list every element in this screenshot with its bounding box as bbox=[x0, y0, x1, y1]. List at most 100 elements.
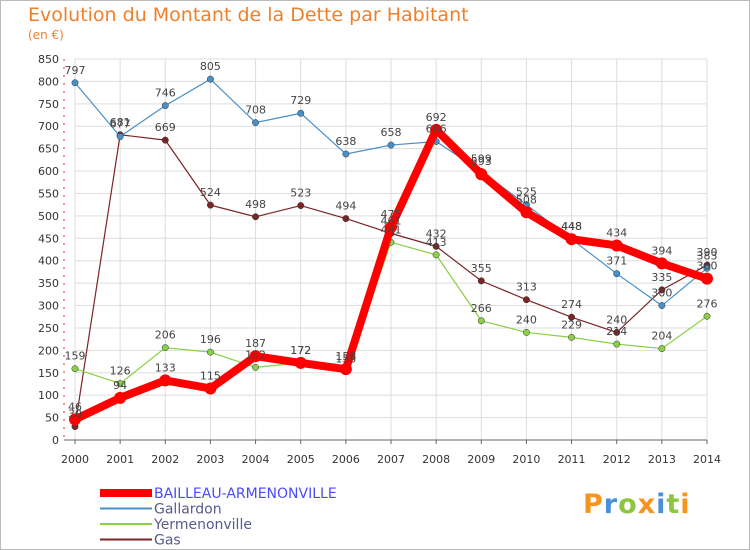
data-label: 523 bbox=[290, 187, 311, 200]
data-point bbox=[610, 239, 623, 252]
data-label: 434 bbox=[606, 226, 627, 239]
x-tick-label: 2008 bbox=[422, 453, 450, 466]
data-point bbox=[522, 328, 530, 336]
y-tick-label: 750 bbox=[38, 98, 59, 111]
data-point bbox=[339, 363, 352, 376]
data-label: 669 bbox=[155, 121, 176, 134]
data-label: 46 bbox=[68, 400, 82, 413]
data-point bbox=[568, 313, 576, 321]
series-lines bbox=[69, 75, 713, 431]
data-label: 461 bbox=[381, 214, 402, 227]
data-label: 599 bbox=[471, 153, 492, 166]
proxiti-logo: Proxiti bbox=[583, 489, 691, 520]
x-tick-label: 2013 bbox=[648, 453, 676, 466]
axes: 0 50 100 150 200 250 300 350 400 450 500 550 600 650 7… bbox=[38, 53, 721, 466]
data-label: 300 bbox=[651, 287, 672, 300]
data-label: 666 bbox=[426, 122, 447, 135]
x-tick-label: 2002 bbox=[151, 453, 179, 466]
y-tick-label: 600 bbox=[38, 165, 59, 178]
data-label: 313 bbox=[516, 281, 537, 294]
data-label: 390 bbox=[697, 246, 718, 259]
data-label: 394 bbox=[651, 244, 672, 257]
data-label: 153 bbox=[335, 352, 356, 365]
data-point bbox=[161, 344, 169, 352]
data-label: 355 bbox=[471, 262, 492, 275]
data-point bbox=[71, 79, 79, 87]
data-point bbox=[385, 221, 397, 234]
data-label: 204 bbox=[651, 330, 672, 343]
data-point bbox=[432, 251, 440, 259]
data-point bbox=[249, 350, 262, 363]
data-label: 729 bbox=[290, 94, 311, 107]
data-label: 681 bbox=[110, 116, 131, 129]
y-tick-label: 50 bbox=[45, 412, 59, 425]
data-point bbox=[297, 109, 305, 117]
y-tick-label: 550 bbox=[38, 187, 59, 200]
data-point bbox=[658, 302, 666, 309]
x-tick-label: 2004 bbox=[242, 453, 270, 466]
data-label: 677 bbox=[110, 118, 131, 131]
data-label: 360 bbox=[697, 260, 718, 273]
logo-letter: r bbox=[603, 489, 619, 520]
data-point bbox=[658, 286, 666, 294]
data-point bbox=[613, 270, 621, 278]
data-point bbox=[71, 365, 79, 373]
data-label: 126 bbox=[110, 365, 131, 378]
data-point bbox=[477, 317, 485, 325]
data-label: 172 bbox=[290, 344, 311, 357]
data-point bbox=[252, 119, 260, 127]
data-point bbox=[477, 277, 485, 285]
x-tick-label: 2006 bbox=[332, 453, 360, 466]
data-point bbox=[342, 215, 350, 223]
data-label: 115 bbox=[200, 369, 221, 382]
data-label: 229 bbox=[561, 318, 582, 331]
data-point bbox=[565, 233, 578, 246]
y-tick-label: 400 bbox=[38, 255, 59, 268]
data-label: 162 bbox=[245, 348, 266, 361]
data-point bbox=[206, 75, 214, 83]
data-point bbox=[613, 340, 621, 348]
data-label: 475 bbox=[381, 208, 402, 221]
data-label: 335 bbox=[651, 271, 672, 284]
logo-letter: i bbox=[680, 489, 691, 520]
data-label: 94 bbox=[113, 379, 127, 392]
x-tick-label: 2005 bbox=[287, 453, 315, 466]
data-point bbox=[206, 201, 214, 209]
data-point bbox=[116, 133, 124, 140]
data-point bbox=[297, 202, 305, 210]
data-point bbox=[701, 272, 713, 285]
data-label: 593 bbox=[471, 155, 492, 168]
data-point bbox=[252, 363, 260, 371]
x-tick-label: 2014 bbox=[693, 453, 721, 466]
data-point bbox=[161, 136, 169, 144]
data-point bbox=[475, 168, 488, 181]
data-point bbox=[703, 312, 711, 320]
data-label: 498 bbox=[245, 198, 266, 211]
x-tick-label: 2010 bbox=[512, 453, 540, 466]
data-label: 448 bbox=[561, 220, 582, 233]
data-label: 441 bbox=[381, 223, 402, 236]
data-label: 658 bbox=[381, 126, 402, 139]
y-tick-label: 0 bbox=[52, 434, 59, 447]
data-label: 525 bbox=[516, 186, 537, 199]
data-point bbox=[520, 206, 533, 219]
data-label: 158 bbox=[335, 350, 356, 363]
x-tick-label: 2001 bbox=[106, 453, 134, 466]
data-label: 371 bbox=[606, 255, 627, 268]
data-label: 206 bbox=[155, 329, 176, 342]
legend-label: Gas bbox=[154, 533, 181, 549]
data-label: 214 bbox=[606, 325, 627, 338]
data-label: 187 bbox=[245, 337, 266, 350]
data-point bbox=[703, 264, 711, 272]
y-tick-label: 650 bbox=[38, 143, 59, 156]
x-tick-label: 2012 bbox=[603, 453, 631, 466]
y-tick-label: 100 bbox=[38, 389, 59, 402]
x-tick-label: 2009 bbox=[467, 453, 495, 466]
data-point bbox=[116, 380, 124, 387]
y-tick-label: 200 bbox=[38, 344, 59, 357]
data-label: 432 bbox=[426, 227, 447, 240]
data-point bbox=[655, 257, 668, 270]
data-point bbox=[69, 413, 81, 426]
y-tick-label: 700 bbox=[38, 120, 59, 133]
